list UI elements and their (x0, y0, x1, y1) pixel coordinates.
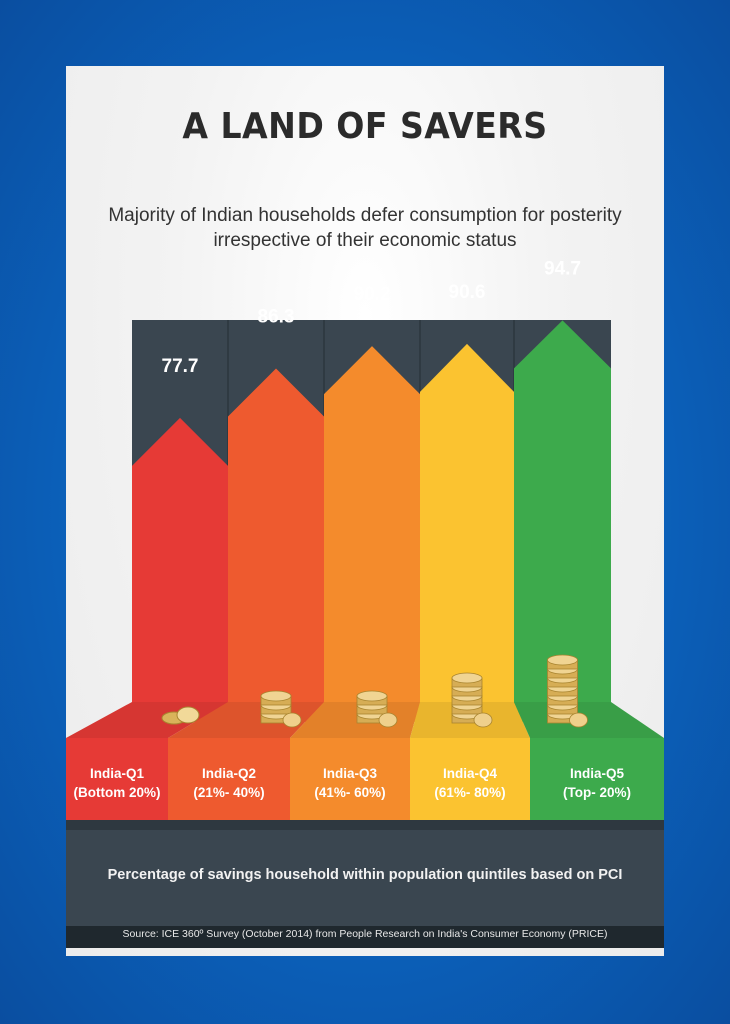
page-title: A LAND OF SAVERS (182, 106, 548, 147)
platform-top (290, 702, 420, 738)
quintile-range: (21%- 40%) (193, 785, 265, 800)
platform-front (410, 738, 530, 820)
footnote-divider (66, 820, 664, 830)
footnote: Percentage of savings household within p… (107, 867, 623, 883)
quintile-range: (61%- 80%) (434, 785, 506, 800)
platform-front (168, 738, 290, 820)
footnote-panel (66, 830, 664, 926)
coin-stack-icon (547, 654, 588, 728)
quintile-label-q3: India-Q3 (41%- 60%) (290, 764, 410, 802)
subtitle: Majority of Indian households defer cons… (108, 205, 622, 251)
quintile-label-q5: India-Q5 (Top- 20%) (530, 764, 664, 802)
bar-arrow (324, 346, 420, 722)
quintile-label-q2: India-Q2 (21%- 40%) (168, 764, 290, 802)
value-label: 94.7 (544, 258, 581, 279)
platform-front (66, 738, 168, 820)
quintile-range: (Top- 20%) (563, 785, 631, 800)
source-panel (66, 926, 664, 948)
platform-front (290, 738, 410, 820)
bar-arrow (514, 320, 611, 722)
quintile-name: India-Q3 (322, 766, 377, 781)
quintile-range: (Bottom 20%) (73, 785, 161, 800)
platform-top (514, 702, 664, 738)
quintile-name: India-Q1 (89, 766, 144, 781)
platform-front (530, 738, 664, 820)
source-text: Source: ICE 360º Survey (October 2014) f… (122, 928, 608, 940)
quintile-name: India-Q2 (201, 766, 256, 781)
infographic-card: A LAND OF SAVERS Majority of Indian hous… (66, 66, 664, 956)
bar-arrow (132, 417, 228, 722)
coin-stack-icon (161, 706, 200, 725)
coin-stack-icon (260, 690, 302, 728)
coin-stack-icon (451, 672, 493, 728)
quintile-name: India-Q5 (569, 766, 624, 781)
quintile-name: India-Q4 (442, 766, 497, 781)
bar-arrow (420, 343, 514, 722)
quintile-label-q4: India-Q4 (61%- 80%) (410, 764, 530, 802)
bar-arrow (228, 368, 324, 722)
quintile-range: (41%- 60%) (314, 785, 386, 800)
value-label: 90.2 (354, 284, 391, 305)
value-label: 77.7 (162, 356, 199, 377)
coin-stack-icon (356, 690, 398, 728)
value-label: 86.3 (258, 307, 295, 328)
chart: 77.7 86.3 90.2 90.6 94.7 (66, 258, 664, 820)
quintile-label-q1: India-Q1 (Bottom 20%) (66, 764, 168, 802)
value-label: 90.6 (449, 282, 486, 303)
